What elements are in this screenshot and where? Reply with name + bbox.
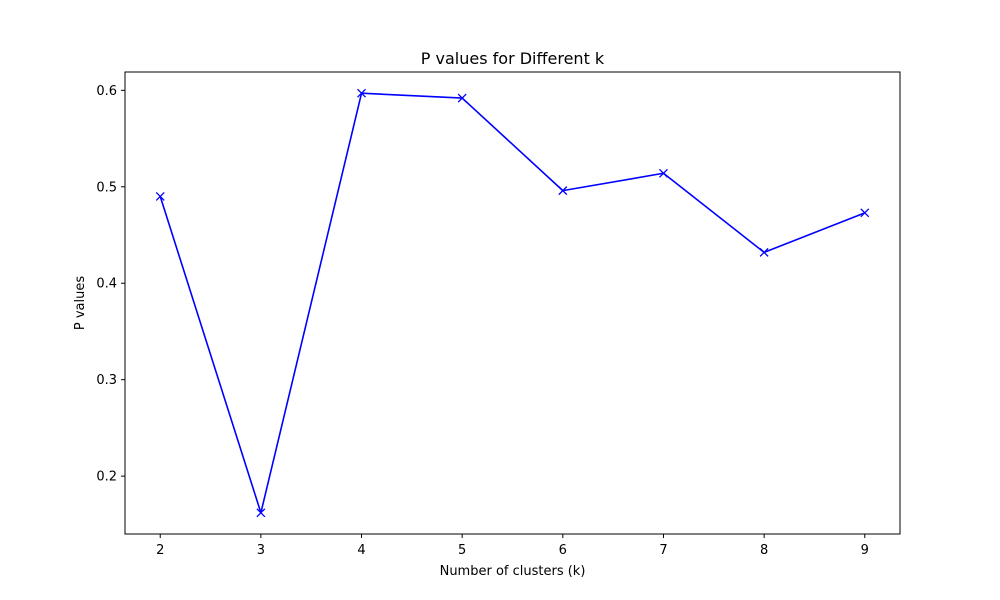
data-point-marker [558,186,568,196]
y-tick-label: 0.6 [96,84,117,99]
x-tick-label: 2 [156,543,164,558]
data-point-marker [357,88,366,98]
axes-frame [124,71,901,535]
x-tick-label: 7 [659,543,667,558]
data-point-marker [155,191,165,201]
plot-area: 2 3 4 5 6 7 8 9 0.2 0.3 0.4 0.5 0.6 [96,71,901,558]
y-tick-label: 0.4 [96,277,117,292]
x-tick-label: 3 [257,543,265,558]
y-tick-label: 0.2 [96,470,117,485]
x-tick-label: 8 [760,543,768,558]
data-point-marker [457,93,467,103]
x-tick-label: 6 [559,543,567,558]
data-point-marker [860,208,870,218]
data-point-marker [256,508,266,518]
x-tick-label: 4 [357,543,365,558]
y-axis-label: P values [73,276,88,330]
y-tick-label: 0.5 [96,180,117,195]
x-tick-label: 9 [861,543,869,558]
y-tick-label: 0.3 [96,373,117,388]
x-axis-label: Number of clusters (k) [440,564,586,579]
data-point-marker [659,168,668,178]
series-line [159,92,866,514]
x-tick-label: 5 [458,543,466,558]
chart-title: P values for Different k [421,49,605,68]
data-point-marker [759,247,769,257]
